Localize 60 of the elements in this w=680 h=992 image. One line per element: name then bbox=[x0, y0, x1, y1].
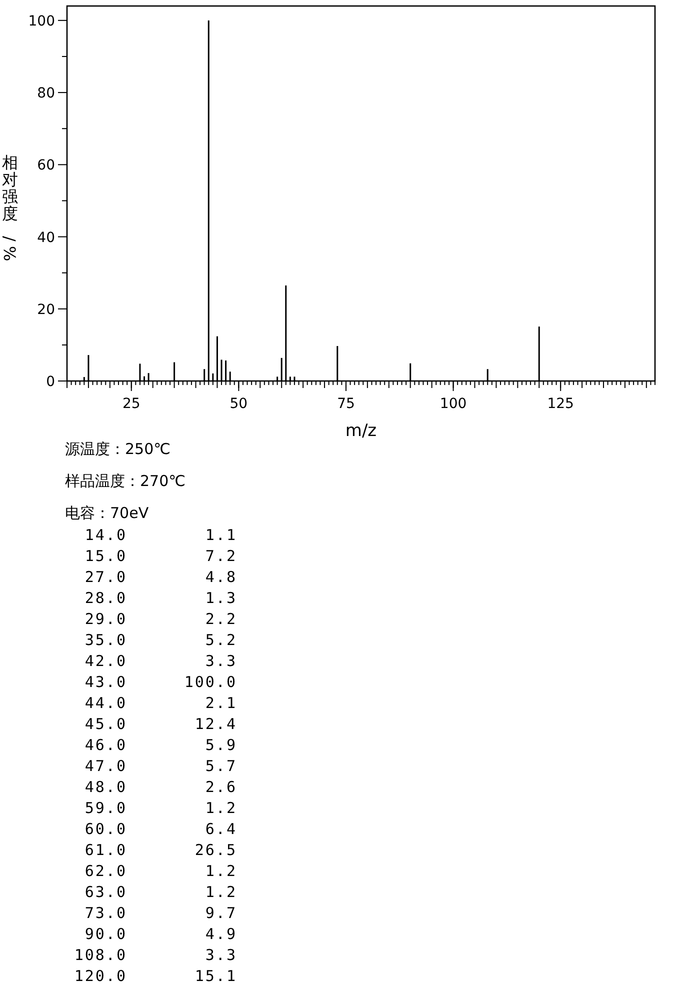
text: 5.2 bbox=[205, 631, 237, 649]
text: 28.0 bbox=[84, 589, 127, 607]
text: 1.2 bbox=[205, 883, 237, 901]
text: 27.0 bbox=[84, 568, 127, 586]
text: 47.0 bbox=[84, 757, 127, 775]
text: 44.0 bbox=[84, 694, 127, 712]
text: 26.5 bbox=[194, 841, 237, 859]
text: 1.2 bbox=[205, 862, 237, 880]
text: 样品温度：270℃ bbox=[65, 472, 186, 490]
text: 48.0 bbox=[84, 778, 127, 796]
text: 108.0 bbox=[74, 946, 127, 964]
text: 63.0 bbox=[84, 883, 127, 901]
text: 6.4 bbox=[205, 820, 237, 838]
text: 1.3 bbox=[205, 589, 237, 607]
text: 59.0 bbox=[84, 799, 127, 817]
text: 60.0 bbox=[84, 820, 127, 838]
x-tick-label: 125 bbox=[547, 396, 574, 412]
text: 源温度：250℃ bbox=[65, 440, 170, 458]
text: 62.0 bbox=[84, 862, 127, 880]
text: 61.0 bbox=[84, 841, 127, 859]
text: 4.8 bbox=[205, 568, 237, 586]
y-tick-label: 80 bbox=[37, 86, 55, 102]
text: 35.0 bbox=[84, 631, 127, 649]
text: 3.3 bbox=[205, 652, 237, 670]
text: 15.0 bbox=[84, 547, 127, 565]
text: 4.9 bbox=[205, 925, 237, 943]
text: 电容：70eV bbox=[65, 504, 150, 522]
x-tick-label: 100 bbox=[440, 396, 467, 412]
text: 29.0 bbox=[84, 610, 127, 628]
text: 73.0 bbox=[84, 904, 127, 922]
text: 9.7 bbox=[205, 904, 237, 922]
text: 43.0 bbox=[84, 673, 127, 691]
text: 120.0 bbox=[74, 967, 127, 985]
text: 42.0 bbox=[84, 652, 127, 670]
text: 12.4 bbox=[194, 715, 237, 733]
y-tick-label: 20 bbox=[37, 302, 55, 318]
y-tick-label: 40 bbox=[37, 230, 55, 246]
x-tick-label: 75 bbox=[337, 396, 355, 412]
text: 1.1 bbox=[205, 526, 237, 544]
y-axis-title: 相对强度/% bbox=[0, 153, 19, 262]
text: 5.7 bbox=[205, 757, 237, 775]
text: 2.1 bbox=[205, 694, 237, 712]
y-tick-label: 0 bbox=[46, 374, 55, 390]
x-tick-label: 25 bbox=[122, 396, 140, 412]
text: 90.0 bbox=[84, 925, 127, 943]
text: 46.0 bbox=[84, 736, 127, 754]
text: 7.2 bbox=[205, 547, 237, 565]
x-axis-title: m/z bbox=[345, 421, 377, 441]
y-tick-label: 60 bbox=[37, 158, 55, 174]
text: 14.0 bbox=[84, 526, 127, 544]
text: 3.3 bbox=[205, 946, 237, 964]
x-tick-label: 50 bbox=[230, 396, 248, 412]
text: 100.0 bbox=[184, 673, 237, 691]
y-tick-label: 100 bbox=[28, 13, 55, 30]
text: 2.2 bbox=[205, 610, 237, 628]
text: 15.1 bbox=[194, 967, 237, 985]
text: 45.0 bbox=[84, 715, 127, 733]
text: 5.9 bbox=[205, 736, 237, 754]
text: 2.6 bbox=[205, 778, 237, 796]
text: 1.2 bbox=[205, 799, 237, 817]
